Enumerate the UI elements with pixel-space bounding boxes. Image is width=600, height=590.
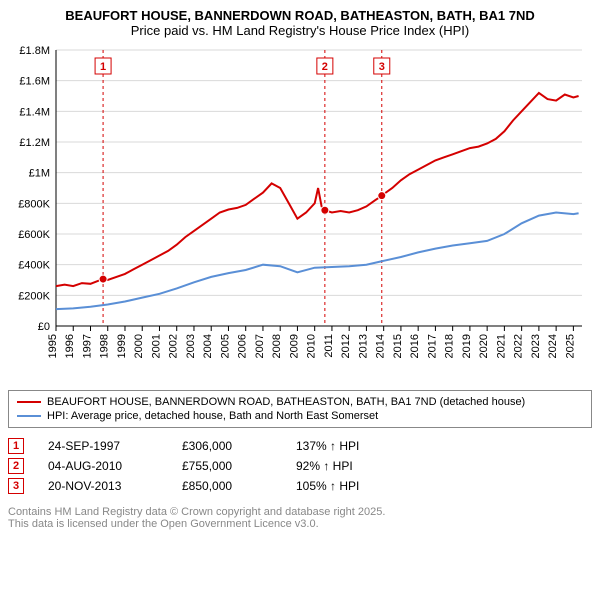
footer-line2: This data is licensed under the Open Gov… [8, 518, 592, 530]
x-tick-label: 2019 [461, 334, 473, 358]
chart-container: £0 £200K £400K £600K £800K £1M £1.2M £1.4M £1.6M… [8, 44, 592, 384]
sales-price: £755,000 [182, 459, 272, 473]
sales-marker-badge: 2 [8, 458, 24, 474]
footer-line1: Contains HM Land Registry data © Crown c… [8, 506, 592, 518]
y-tick-label: £1.8M [19, 45, 50, 57]
x-tick-label: 2003 [185, 334, 197, 358]
sales-hpi: 137% ↑ HPI [296, 439, 406, 453]
x-tick-label: 2015 [392, 334, 404, 358]
legend-label: BEAUFORT HOUSE, BANNERDOWN ROAD, BATHEAS… [47, 396, 525, 408]
x-tick-label: 2016 [409, 334, 421, 358]
x-tick-label: 1995 [47, 334, 59, 358]
marker-dot [321, 206, 329, 214]
sales-row: 1 24-SEP-1997 £306,000 137% ↑ HPI [8, 436, 592, 456]
x-tick-label: 2006 [237, 334, 249, 358]
x-tick-label: 2018 [444, 334, 456, 358]
x-tick-label: 2005 [219, 334, 231, 358]
sales-row: 2 04-AUG-2010 £755,000 92% ↑ HPI [8, 456, 592, 476]
x-tick-label: 2020 [478, 334, 490, 358]
price-chart: £0 £200K £400K £600K £800K £1M £1.2M £1.4M £1.6M… [8, 44, 592, 384]
x-tick-label: 2009 [288, 334, 300, 358]
y-tick-label: £800K [18, 198, 50, 210]
legend-row: HPI: Average price, detached house, Bath… [17, 409, 583, 423]
x-tick-label: 2011 [323, 334, 335, 358]
marker-badge-label: 1 [100, 61, 106, 73]
x-tick-label: 2001 [150, 334, 162, 358]
x-tick-label: 2017 [426, 334, 438, 358]
chart-title-block: BEAUFORT HOUSE, BANNERDOWN ROAD, BATHEAS… [8, 8, 592, 38]
chart-title-line1: BEAUFORT HOUSE, BANNERDOWN ROAD, BATHEAS… [8, 8, 592, 23]
x-tick-label: 2010 [306, 334, 318, 358]
x-tick-label: 2022 [513, 334, 525, 358]
x-tick-label: 2014 [375, 334, 387, 358]
x-tick-label: 2008 [271, 334, 283, 358]
x-tick-label: 2007 [254, 334, 266, 358]
x-tick-label: 2024 [547, 334, 559, 358]
sales-date: 24-SEP-1997 [48, 439, 158, 453]
footer: Contains HM Land Registry data © Crown c… [8, 506, 592, 530]
legend-label: HPI: Average price, detached house, Bath… [47, 410, 378, 422]
y-tick-label: £1M [29, 168, 50, 180]
y-tick-label: £200K [18, 290, 50, 302]
sales-price: £850,000 [182, 479, 272, 493]
chart-title-line2: Price paid vs. HM Land Registry's House … [8, 23, 592, 38]
x-tick-label: 2004 [202, 334, 214, 358]
x-tick-label: 2002 [168, 334, 180, 358]
sales-marker-badge: 1 [8, 438, 24, 454]
x-tick-label: 1997 [81, 334, 93, 358]
legend-swatch [17, 401, 41, 403]
x-tick-label: 2023 [530, 334, 542, 358]
marker-dot [99, 275, 107, 283]
legend-row: BEAUFORT HOUSE, BANNERDOWN ROAD, BATHEAS… [17, 395, 583, 409]
legend-swatch [17, 415, 41, 417]
x-tick-label: 1999 [116, 334, 128, 358]
x-tick-label: 2021 [495, 334, 507, 358]
y-tick-label: £0 [38, 321, 50, 333]
y-tick-label: £1.4M [19, 106, 50, 118]
marker-dot [378, 192, 386, 200]
sales-hpi: 92% ↑ HPI [296, 459, 406, 473]
x-tick-label: 2000 [133, 334, 145, 358]
x-tick-label: 2013 [357, 334, 369, 358]
y-tick-label: £400K [18, 260, 50, 272]
marker-badge-label: 3 [379, 61, 385, 73]
y-tick-label: £1.6M [19, 76, 50, 88]
sales-marker-badge: 3 [8, 478, 24, 494]
sales-price: £306,000 [182, 439, 272, 453]
legend: BEAUFORT HOUSE, BANNERDOWN ROAD, BATHEAS… [8, 390, 592, 428]
x-tick-label: 2025 [564, 334, 576, 358]
sales-table: 1 24-SEP-1997 £306,000 137% ↑ HPI 2 04-AUG-20… [8, 436, 592, 496]
y-tick-label: £1.2M [19, 137, 50, 149]
x-tick-label: 1996 [64, 334, 76, 358]
y-tick-label: £600K [18, 229, 50, 241]
marker-badge-label: 2 [322, 61, 328, 73]
sales-date: 04-AUG-2010 [48, 459, 158, 473]
x-tick-label: 1998 [99, 334, 111, 358]
sales-date: 20-NOV-2013 [48, 479, 158, 493]
x-tick-label: 2012 [340, 334, 352, 358]
sales-hpi: 105% ↑ HPI [296, 479, 406, 493]
sales-row: 3 20-NOV-2013 £850,000 105% ↑ HPI [8, 476, 592, 496]
